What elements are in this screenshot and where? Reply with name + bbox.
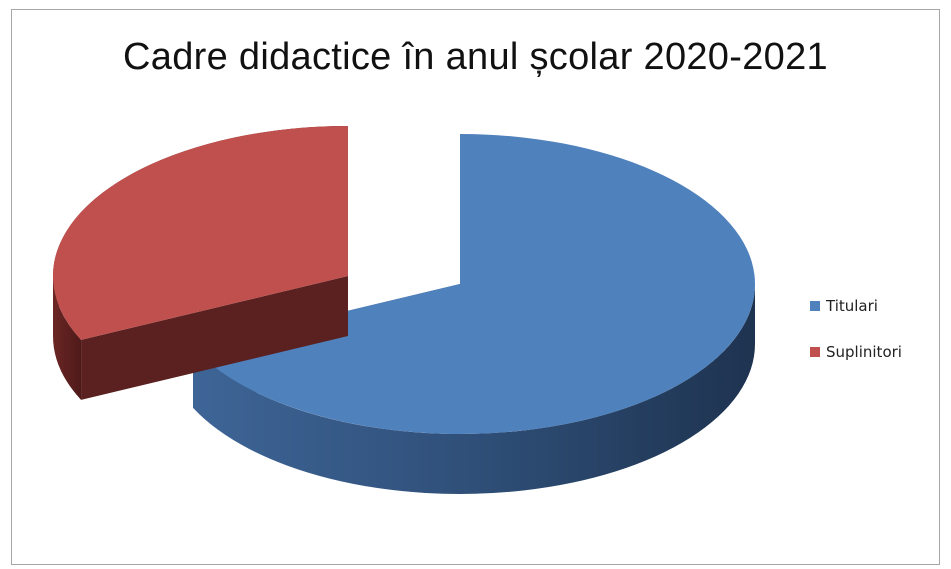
- pie-slice-titulari: [193, 134, 756, 434]
- pie-wall-titulari: [193, 284, 755, 494]
- legend-item-titulari: Titulari: [810, 296, 902, 316]
- legend-item-suplinitori: Suplinitori: [810, 342, 902, 362]
- legend-label-suplinitori: Suplinitori: [826, 343, 902, 361]
- pie-side-face-suplinitori: [81, 276, 348, 400]
- pie-wall-suplinitori: [53, 276, 82, 400]
- chart-legend: Titulari Suplinitori: [810, 296, 902, 388]
- legend-label-titulari: Titulari: [826, 297, 878, 315]
- legend-swatch-suplinitori: [810, 347, 820, 357]
- legend-swatch-titulari: [810, 301, 820, 311]
- pie-slice-suplinitori: [52, 125, 348, 340]
- chart-title: Cadre didactice în anul școlar 2020-2021: [123, 36, 828, 78]
